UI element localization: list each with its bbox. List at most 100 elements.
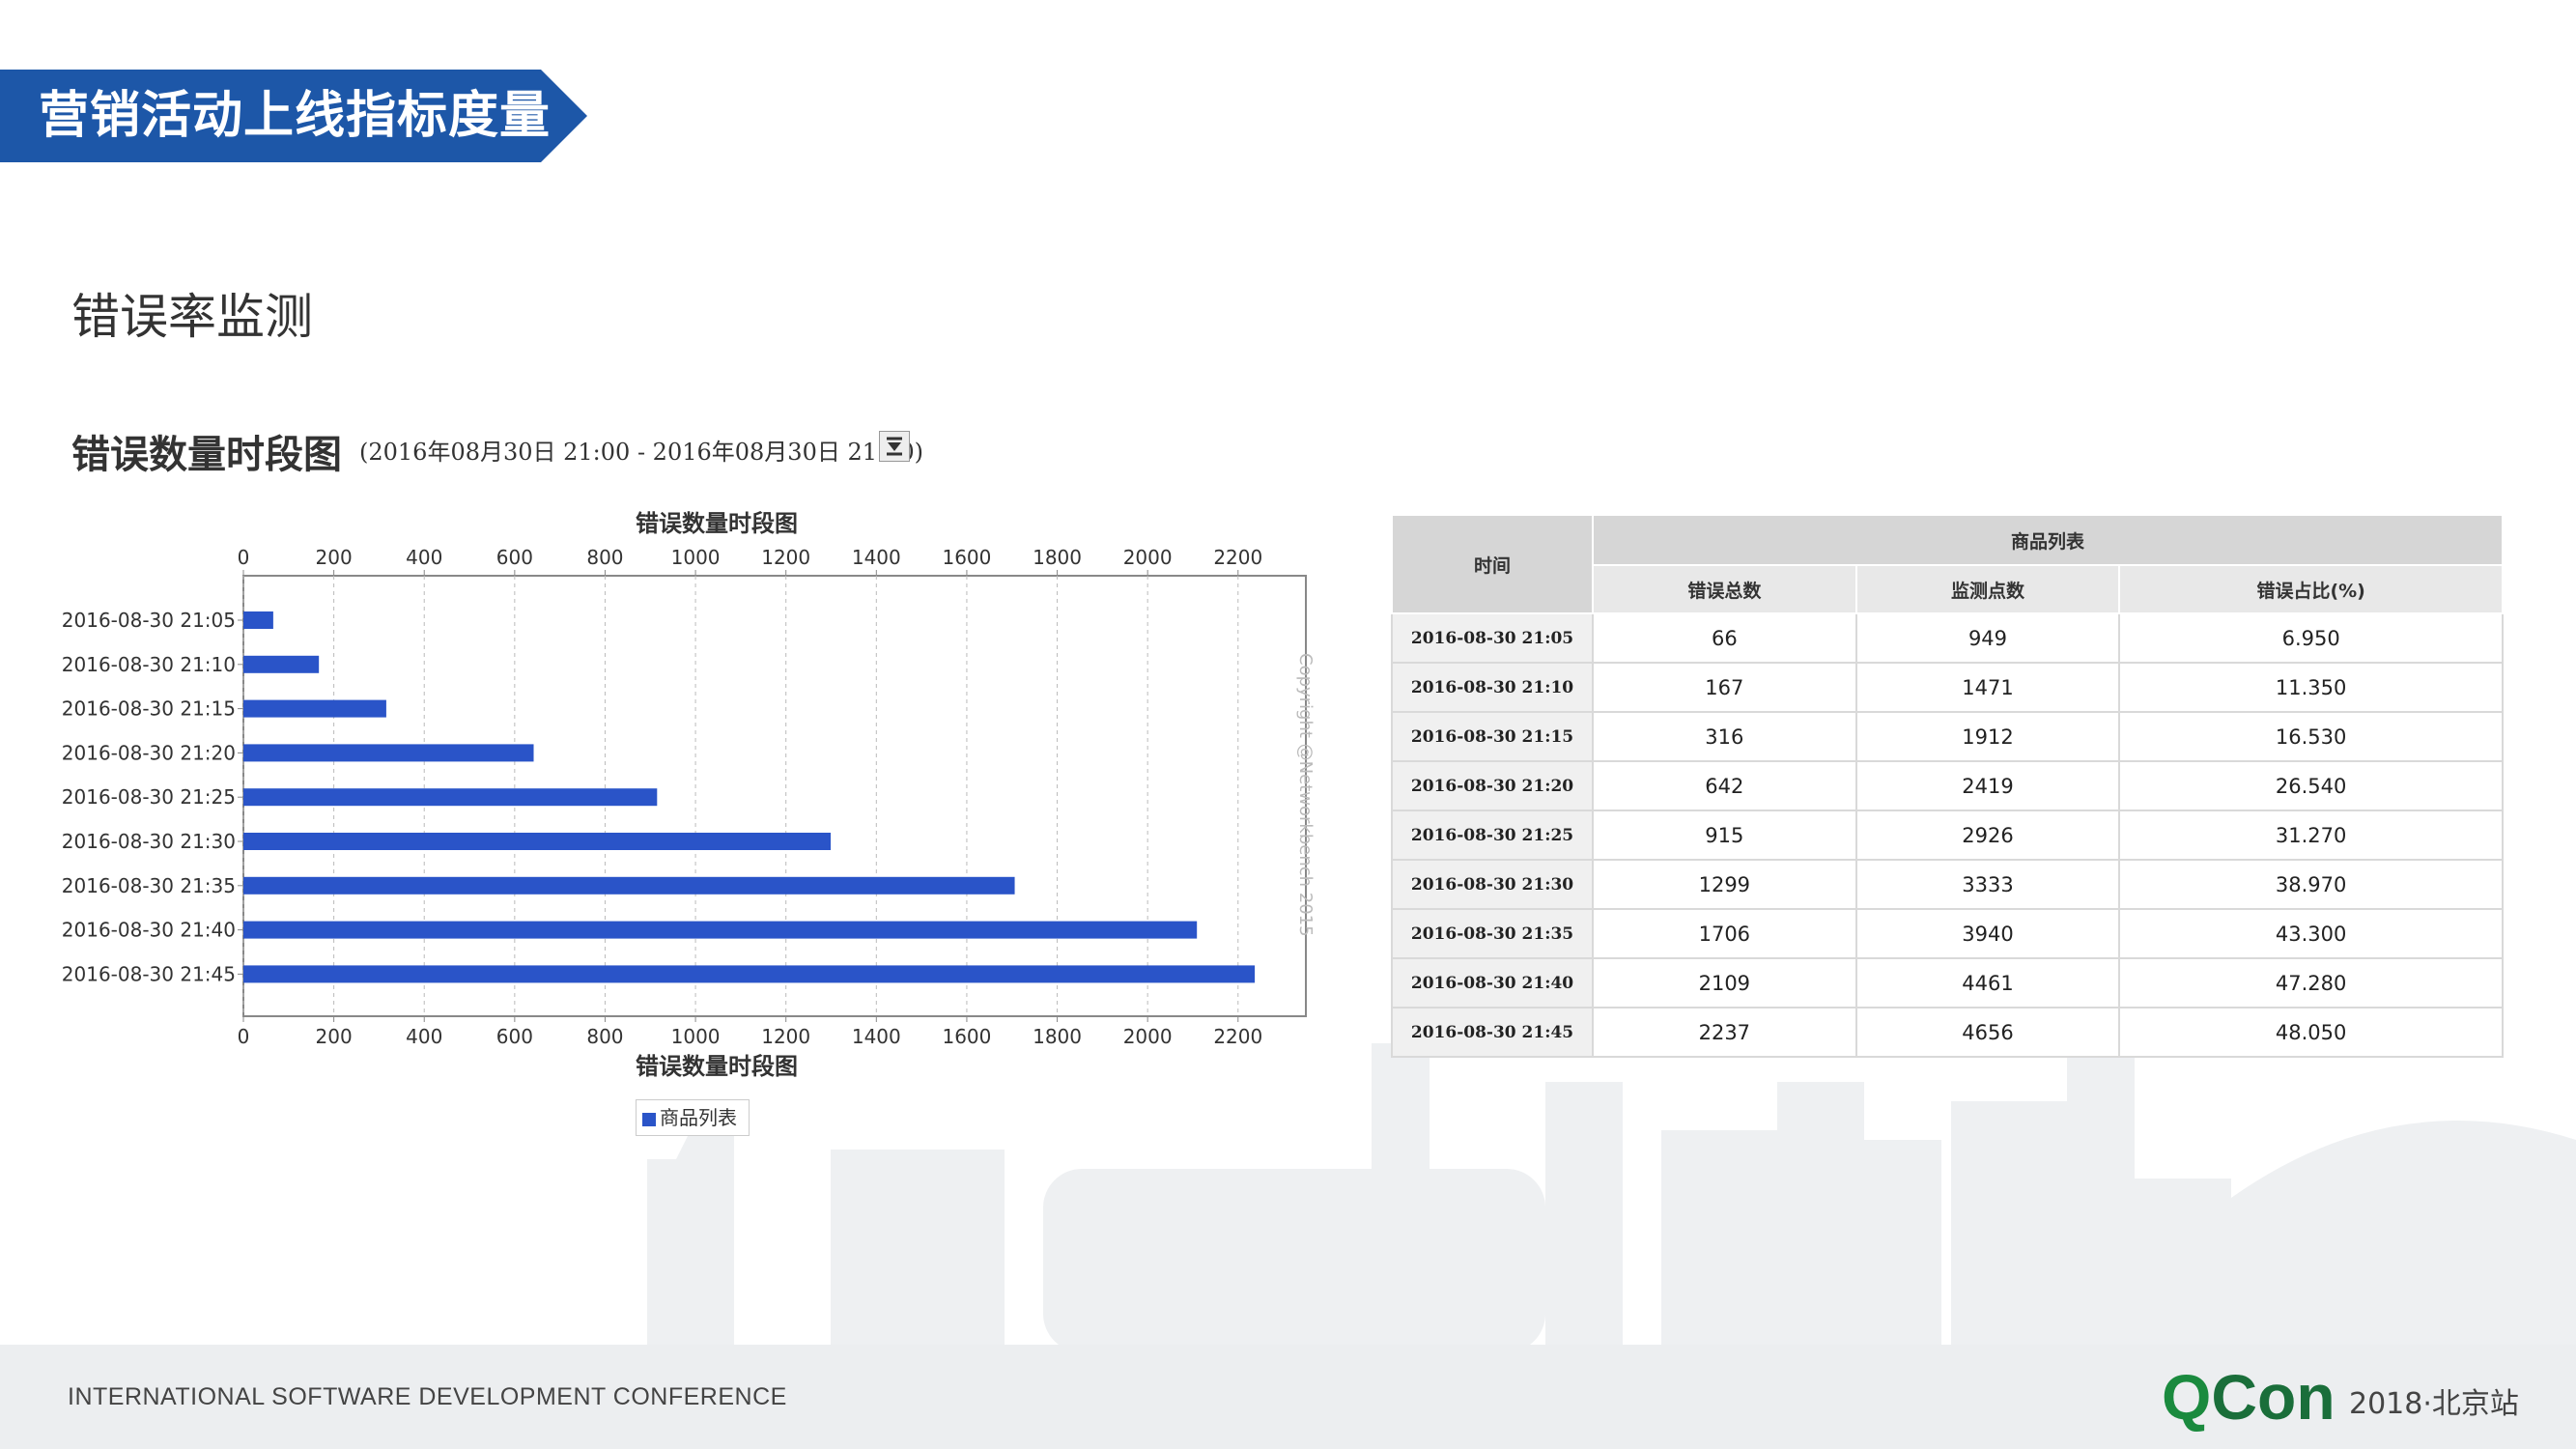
cell-errors: 66 [1593, 613, 1856, 663]
top-tick-label: 1200 [761, 546, 810, 569]
chart-copyright: Copyright @Networkbench 2015 [1295, 653, 1316, 937]
chart-panel-range: (2016年08月30日 21:00 - 2016年08月30日 21:50) [359, 433, 923, 467]
bottom-tick-label: 1200 [761, 1025, 810, 1048]
top-tick-label: 2000 [1123, 546, 1173, 569]
time: 2016-08-30 21:15 [1392, 712, 1593, 761]
qcon-logo: QCon [2162, 1360, 2335, 1434]
cell-ratio: 26.540 [2119, 761, 2503, 810]
cell-errors: 167 [1593, 663, 1856, 712]
cell-ratio: 48.050 [2119, 1008, 2503, 1057]
chart-title: 错误数量时段图 [636, 510, 798, 537]
top-tick-label: 400 [406, 546, 442, 569]
cell-ratio: 11.350 [2119, 663, 2503, 712]
time: 2016-08-30 21:30 [1392, 860, 1593, 909]
cell-points: 3333 [1856, 860, 2120, 909]
cell-ratio: 31.270 [2119, 810, 2503, 860]
x-axis-label: 错误数量时段图 [636, 1053, 798, 1080]
bar [243, 877, 1015, 895]
cell-ratio: 38.970 [2119, 860, 2503, 909]
cell-errors: 1299 [1593, 860, 1856, 909]
top-tick-label: 1800 [1033, 546, 1082, 569]
cell-ratio: 16.530 [2119, 712, 2503, 761]
time: 2016-08-30 21:40 [1392, 958, 1593, 1008]
time: 2016-08-30 21:20 [1392, 761, 1593, 810]
cell-errors: 2109 [1593, 958, 1856, 1008]
table-header-points: 监测点数 [1856, 565, 2120, 613]
top-tick-label: 600 [496, 546, 533, 569]
time: 2016-08-30 21:05 [1392, 613, 1593, 663]
bottom-tick-label: 200 [316, 1025, 353, 1048]
table-header-errors: 错误总数 [1593, 565, 1856, 613]
section-title: 错误率监测 [71, 278, 313, 348]
bar [243, 833, 831, 850]
footer: INTERNATIONAL SOFTWARE DEVELOPMENT CONFE… [0, 1345, 2576, 1449]
y-tick-label: 2016-08-30 21:05 [62, 609, 236, 632]
bar [243, 744, 534, 761]
cell-errors: 316 [1593, 712, 1856, 761]
cell-errors: 642 [1593, 761, 1856, 810]
bar [243, 700, 386, 718]
table-row: 2016-08-30 21:05 66 949 6.950 [1392, 613, 2503, 663]
y-tick-label: 2016-08-30 21:10 [62, 653, 236, 676]
top-tick-label: 0 [238, 546, 250, 569]
cell-errors: 915 [1593, 810, 1856, 860]
legend-swatch [642, 1113, 656, 1126]
bar [243, 965, 1255, 982]
top-tick-label: 800 [586, 546, 623, 569]
table-row: 2016-08-30 21:20 642 2419 26.540 [1392, 761, 2503, 810]
cell-ratio: 47.280 [2119, 958, 2503, 1008]
skyline-background [0, 1043, 2576, 1352]
top-tick-label: 2200 [1213, 546, 1262, 569]
export-button[interactable] [879, 431, 910, 462]
table-row: 2016-08-30 21:25 915 2926 31.270 [1392, 810, 2503, 860]
time: 2016-08-30 21:35 [1392, 909, 1593, 958]
cell-points: 3940 [1856, 909, 2120, 958]
time: 2016-08-30 21:25 [1392, 810, 1593, 860]
page-title: 营销活动上线指标度量 [39, 70, 551, 162]
bar [243, 788, 657, 806]
chart-panel-title: 错误数量时段图 [71, 423, 342, 479]
time: 2016-08-30 21:10 [1392, 663, 1593, 712]
table-row: 2016-08-30 21:45 2237 4656 48.050 [1392, 1008, 2503, 1057]
footer-edition: 2018·北京站 [2349, 1379, 2519, 1422]
bar [243, 611, 273, 629]
bar [243, 656, 319, 673]
legend-label: 商品列表 [660, 1106, 737, 1129]
table-row: 2016-08-30 21:15 316 1912 16.530 [1392, 712, 2503, 761]
bottom-tick-label: 400 [406, 1025, 442, 1048]
bottom-tick-label: 1000 [671, 1025, 721, 1048]
bottom-tick-label: 0 [238, 1025, 250, 1048]
bottom-tick-label: 600 [496, 1025, 533, 1048]
cell-points: 2419 [1856, 761, 2120, 810]
cell-ratio: 43.300 [2119, 909, 2503, 958]
top-tick-label: 200 [316, 546, 353, 569]
y-tick-label: 2016-08-30 21:40 [62, 919, 236, 942]
cell-points: 4656 [1856, 1008, 2120, 1057]
cell-errors: 2237 [1593, 1008, 1856, 1057]
y-tick-label: 2016-08-30 21:30 [62, 830, 236, 853]
bottom-tick-label: 1400 [852, 1025, 901, 1048]
top-tick-label: 1600 [942, 546, 991, 569]
table-row: 2016-08-30 21:40 2109 4461 47.280 [1392, 958, 2503, 1008]
bottom-tick-label: 1800 [1033, 1025, 1082, 1048]
y-tick-label: 2016-08-30 21:45 [62, 962, 236, 985]
export-icon [880, 432, 909, 461]
cell-points: 2926 [1856, 810, 2120, 860]
top-tick-label: 1000 [671, 546, 721, 569]
cell-points: 1471 [1856, 663, 2120, 712]
y-tick-label: 2016-08-30 21:25 [62, 785, 236, 809]
table-header-ratio: 错误占比(%) [2119, 565, 2503, 613]
table-body: 2016-08-30 21:05 66 949 6.950 2016-08-30 21:… [1392, 613, 2503, 1057]
table-row: 2016-08-30 21:10 167 1471 11.350 [1392, 663, 2503, 712]
y-tick-label: 2016-08-30 21:20 [62, 741, 236, 764]
table-header-group: 商品列表 [1593, 515, 2503, 565]
bottom-tick-label: 2000 [1123, 1025, 1173, 1048]
chart-legend[interactable]: 商品列表 [636, 1099, 750, 1136]
top-tick-label: 1400 [852, 546, 901, 569]
cell-errors: 1706 [1593, 909, 1856, 958]
cell-ratio: 6.950 [2119, 613, 2503, 663]
cell-points: 1912 [1856, 712, 2120, 761]
time: 2016-08-30 21:45 [1392, 1008, 1593, 1057]
bar [243, 922, 1197, 939]
